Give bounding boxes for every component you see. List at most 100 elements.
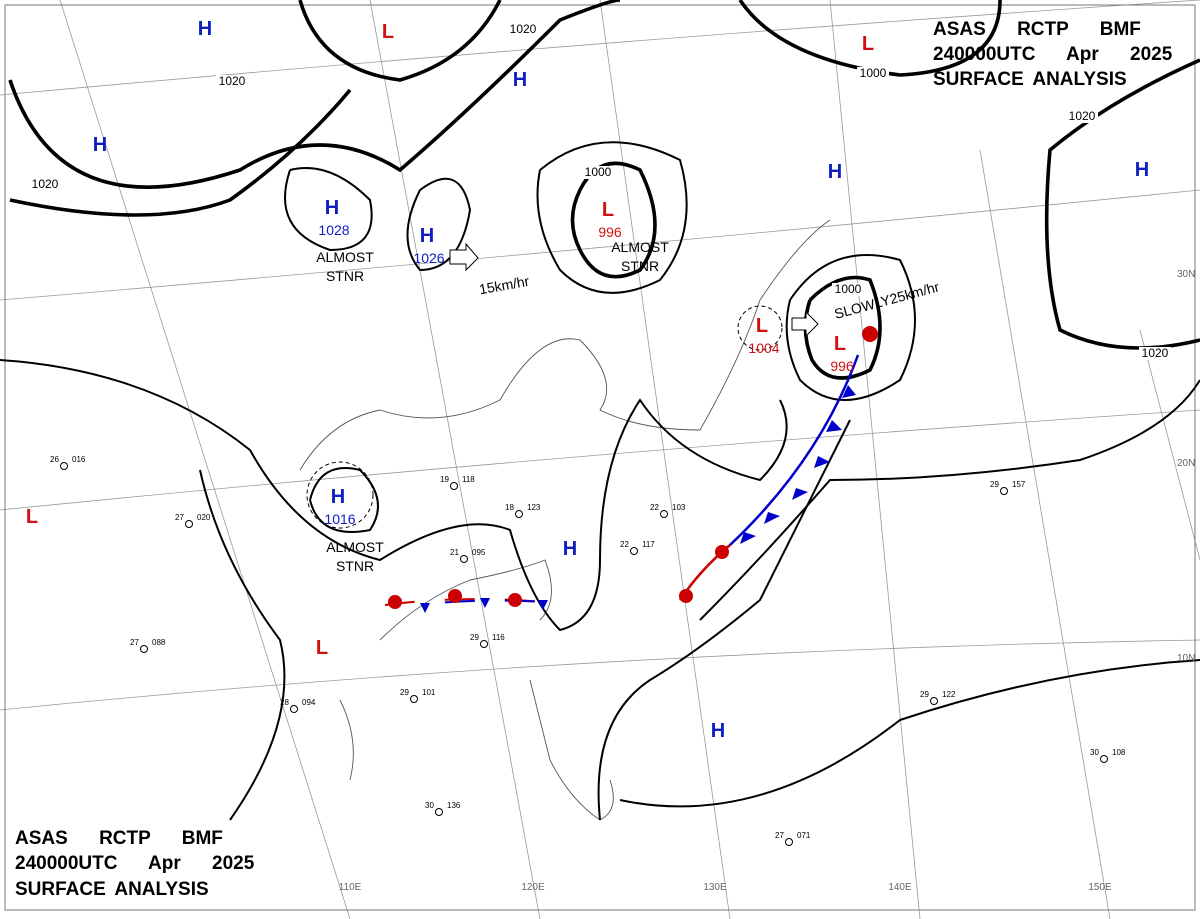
pressure-center: H [93,134,107,156]
lon-line [829,0,921,919]
isobar-label: 1020 [510,22,537,36]
longitude-label: 150E [1088,882,1112,893]
label-bg [29,178,61,191]
station-temp: 22 [620,540,629,549]
station-temp: 19 [440,475,449,484]
label-bg [857,67,889,80]
station-symbol [185,520,193,528]
isobar-label: 1000 [860,66,887,80]
annotation: ALMOST [316,249,374,265]
station-symbol [515,510,523,518]
station-pressure: 136 [447,801,461,810]
pressure-center: L [602,199,614,221]
pressure-center: L [862,33,874,55]
station-temp: 26 [50,455,59,464]
station-pressure: 016 [72,455,86,464]
station-pressure: 088 [152,638,166,647]
station-temp: 30 [1090,748,1099,757]
isobar-label: 1020 [1142,346,1169,360]
isobar-label: 1020 [32,177,59,191]
central-pressure: 1026 [413,250,444,266]
annotation: ALMOST [326,539,384,555]
station-symbol [60,462,68,470]
header-line: SURFACE ANALYSIS [15,879,209,900]
station-temp: 21 [450,548,459,557]
longitude-label: 110E [339,882,362,893]
station-pressure: 094 [302,698,316,707]
station-pressure: 071 [797,831,811,840]
station-symbol [1000,487,1008,495]
movement-arrow [449,242,479,272]
central-pressure: 1028 [318,222,349,238]
pressure-center: H [513,69,527,91]
station-pressure: 122 [942,690,956,699]
lat-line [0,639,1200,711]
header-line: 240000UTC Apr 2025 [933,44,1173,65]
movement-arrow [791,310,819,338]
label-bg [507,23,539,36]
station-temp: 29 [470,633,479,642]
high-circle [306,461,374,529]
central-pressure: 996 [830,358,854,374]
annotation: STNR [621,258,659,274]
longitude-label: 120E [521,882,545,893]
station-temp: 29 [990,480,999,489]
lon-line [59,0,351,919]
label-bg [832,283,864,296]
lon-line [979,149,1111,919]
coastlines [299,219,831,821]
lat-line [0,409,1200,511]
station-symbol [660,510,668,518]
central-pressure: 1004 [748,340,779,356]
station-pressure: 020 [197,513,211,522]
station-temp: 22 [650,503,659,512]
station-pressure: 123 [527,503,541,512]
station-pressure: 108 [1112,748,1126,757]
movement: 15km/hr [478,273,531,298]
pressure-center: H [325,197,339,219]
header-line: SURFACE ANALYSIS [933,69,1127,90]
station-symbol [785,838,793,846]
pressure-center: H [563,538,577,560]
station-symbol [140,645,148,653]
stationary-front [414,599,546,606]
lat-line [0,0,1200,96]
label-bg [216,75,248,88]
station-temp: 27 [130,638,139,647]
pressure-center: L [756,315,768,337]
pressure-center: H [198,18,212,40]
station-temp: 29 [400,688,409,697]
latitude-label: 10N [1177,653,1195,664]
station-symbol [290,705,298,713]
pressure-center: H [420,225,434,247]
lat-line [0,189,1200,301]
cold-front [729,354,860,546]
annotation: STNR [336,558,374,574]
header-line: 240000UTC Apr 2025 [15,853,255,874]
station-pressure: 116 [492,633,505,642]
station-pressure: 095 [472,548,486,557]
pressure-center: H [1135,159,1149,181]
station-symbol [435,808,443,816]
label-bg [582,166,614,179]
pressure-center: L [26,506,38,528]
header-line: ASAS RCTP BMF [15,828,223,849]
latitude-label: 30N [1177,269,1195,280]
isobar-label: 1020 [1069,109,1096,123]
station-symbol [930,697,938,705]
longitude-label: 140E [888,882,912,893]
station-pressure: 118 [462,475,475,484]
lon-line [599,0,731,919]
isobars [0,0,1200,821]
pressure-center: L [382,21,394,43]
header-line: ASAS RCTP BMF [933,19,1141,40]
pressure-center: H [711,720,725,742]
low-circle [737,305,783,351]
label-bg [1066,110,1098,123]
station-temp: 29 [920,690,929,699]
label-bg [1139,347,1171,360]
pressure-center: L [834,333,846,355]
station-temp: 27 [175,513,184,522]
